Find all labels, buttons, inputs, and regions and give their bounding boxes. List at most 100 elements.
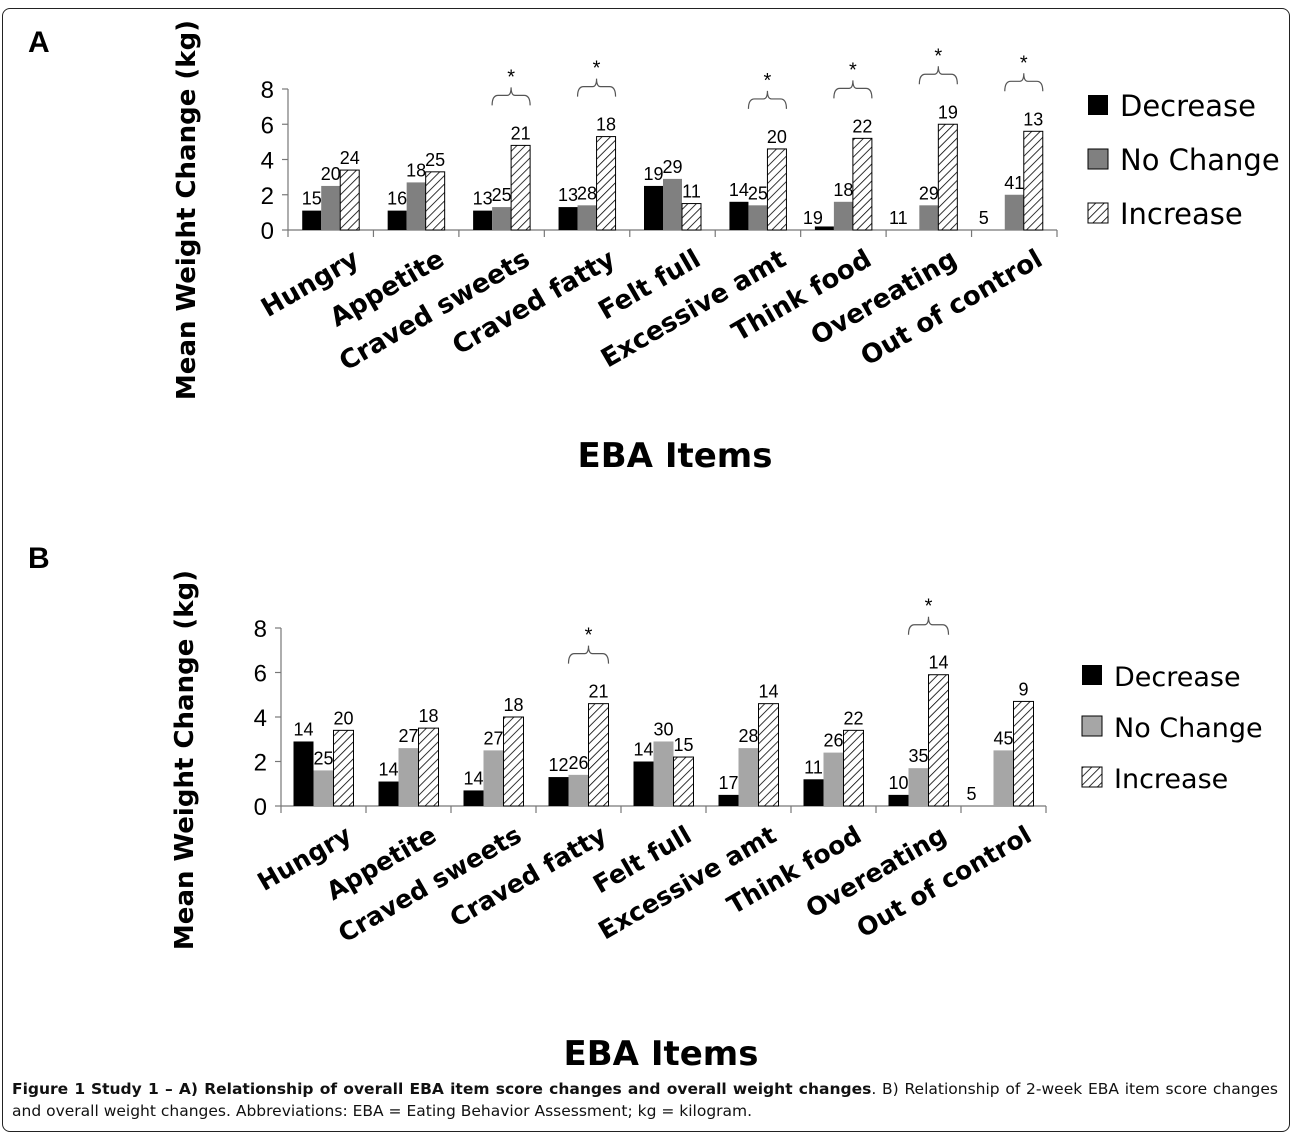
panel-b-legend-swatch-decrease bbox=[1082, 665, 1102, 685]
panel-b-data-label: 14 bbox=[463, 768, 483, 788]
panel-a-data-label: 14 bbox=[729, 180, 749, 200]
panel-a-no-change-bar-appetite bbox=[406, 182, 426, 230]
panel-b-decrease-bar-craved-sweets bbox=[463, 790, 484, 806]
panel-b-legend-label-decrease: Decrease bbox=[1114, 662, 1241, 693]
caption-title: Study 1 – A) Relationship of overall EBA… bbox=[90, 1080, 872, 1098]
panel-a-decrease-bar-craved-sweets bbox=[473, 210, 493, 230]
panel-b-legend-label-increase: Increase bbox=[1114, 764, 1228, 795]
panel-b-y-tick-label: 8 bbox=[254, 616, 267, 643]
panel-a-data-label: 20 bbox=[767, 127, 787, 147]
panel-a-data-label: 15 bbox=[302, 189, 322, 209]
panel-b-y-axis-label: Mean Weight Change (kg) bbox=[170, 570, 200, 950]
panel-b-data-label: 5 bbox=[966, 784, 976, 804]
panel-a-increase-bar-out-of-control bbox=[1023, 130, 1044, 231]
panel-b-data-label: 22 bbox=[843, 708, 863, 728]
panel-a-increase-bar-appetite bbox=[425, 171, 446, 231]
panel-b-decrease-bar-excessive-amt bbox=[718, 794, 739, 806]
panel-b-data-label: 15 bbox=[673, 735, 693, 755]
panel-a-increase-bar-hungry bbox=[339, 169, 360, 231]
panel-a-decrease-bar-appetite bbox=[387, 210, 407, 230]
panel-b-significance-bracket bbox=[907, 616, 950, 635]
panel-a-letter: A bbox=[28, 26, 50, 59]
panel-b-no-change-bar-felt-full bbox=[653, 741, 674, 806]
panel-b-decrease-bar-appetite bbox=[378, 781, 399, 806]
panel-b-data-label: 14 bbox=[293, 719, 313, 739]
panel-a-data-label: 29 bbox=[919, 183, 939, 203]
panel-b-y-tick-label: 0 bbox=[254, 794, 267, 821]
panel-b-x-axis-label: EBA Items bbox=[564, 1034, 759, 1074]
panel-b-decrease-bar-felt-full bbox=[633, 761, 654, 806]
panel-b-no-change-bar-excessive-amt bbox=[738, 748, 759, 806]
panel-b-data-label: 14 bbox=[378, 760, 398, 780]
panel-a-legend-label-increase: Increase bbox=[1120, 197, 1243, 231]
panel-a-significance-bracket bbox=[491, 87, 531, 106]
panel-b-no-change-bar-craved-sweets bbox=[483, 750, 504, 806]
panel-a-significance-bracket bbox=[576, 78, 617, 97]
panel-b-legend-label-no-change: No Change bbox=[1114, 713, 1263, 744]
panel-a-increase-bar-excessive-amt bbox=[766, 148, 787, 231]
panel-b-data-label: 27 bbox=[398, 726, 418, 746]
panel-a-legend-swatch-increase bbox=[1087, 202, 1109, 224]
panel-b-data-label: 14 bbox=[758, 682, 778, 702]
panel-a-data-label: 18 bbox=[406, 160, 426, 180]
panel-a-y-tick-label: 8 bbox=[261, 77, 274, 104]
panel-a-data-label: 25 bbox=[748, 183, 768, 203]
panel-b-data-label: 14 bbox=[633, 740, 653, 760]
panel-a-legend-label-decrease: Decrease bbox=[1120, 89, 1256, 123]
panel-b-y-tick-label: 2 bbox=[254, 750, 267, 777]
panel-a-no-change-bar-out-of-control bbox=[1004, 194, 1024, 230]
caption-text: . B) Relationship of 2-week EBA item sco… bbox=[12, 1080, 1278, 1120]
panel-a-data-label: 18 bbox=[833, 180, 853, 200]
panel-a-decrease-bar-excessive-amt bbox=[729, 201, 749, 230]
panel-b-increase-bar-craved-sweets bbox=[503, 716, 524, 807]
panel-b-y-tick-label: 6 bbox=[254, 661, 267, 688]
panel-b-y-tick-label: 4 bbox=[254, 705, 267, 732]
panel-a-data-label: 22 bbox=[852, 116, 872, 136]
panel-a-increase-bar-craved-fatty bbox=[596, 136, 617, 231]
panel-b-significance-star: * bbox=[585, 625, 593, 647]
panel-a-data-label: 18 bbox=[596, 115, 616, 135]
panel-a-data-label: 21 bbox=[511, 123, 531, 143]
panel-a-data-label: 5 bbox=[979, 208, 989, 228]
panel-b-no-change-bar-out-of-control bbox=[993, 750, 1014, 806]
panel-b-decrease-bar-think-food bbox=[803, 779, 824, 806]
panel-a-data-label: 41 bbox=[1004, 173, 1024, 193]
panel-b-data-label: 26 bbox=[823, 731, 843, 751]
panel-b-no-change-bar-hungry bbox=[313, 770, 334, 806]
panel-b-decrease-bar-overeating bbox=[888, 794, 909, 806]
panel-a-y-tick-label: 2 bbox=[261, 183, 274, 210]
panel-b-legend-swatch-no-change bbox=[1081, 715, 1103, 737]
panel-b-increase-bar-appetite bbox=[418, 727, 439, 807]
panel-a-data-label: 24 bbox=[340, 148, 360, 168]
panel-a-no-change-bar-felt-full bbox=[663, 178, 682, 230]
panel-a-increase-bar-felt-full bbox=[681, 203, 702, 231]
panel-a-no-change-bar-craved-fatty bbox=[577, 205, 597, 230]
panel-a-data-label: 13 bbox=[558, 185, 578, 205]
panel-a-data-label: 19 bbox=[803, 208, 823, 228]
panel-b-data-label: 12 bbox=[548, 755, 568, 775]
panel-a-increase-bar-craved-sweets bbox=[510, 144, 531, 231]
panel-a-increase-bar-think-food bbox=[852, 137, 873, 231]
panel-a-decrease-bar-think-food bbox=[814, 226, 834, 230]
panel-b-data-label: 26 bbox=[568, 753, 588, 773]
panel-b-data-label: 35 bbox=[908, 746, 928, 766]
panel-a-legend-swatch-no-change bbox=[1087, 148, 1109, 170]
panel-b: B02468142520Hungry142718Appetite142718Cr… bbox=[28, 542, 1263, 1074]
panel-a-data-label: 19 bbox=[643, 164, 663, 184]
panel-a-decrease-bar-hungry bbox=[302, 210, 322, 230]
panel-a-data-label: 25 bbox=[492, 185, 512, 205]
panel-b-decrease-bar-hungry bbox=[293, 741, 314, 806]
panel-a-no-change-bar-hungry bbox=[321, 185, 341, 230]
panel-a-data-label: 28 bbox=[577, 183, 597, 203]
panel-a-significance-bracket bbox=[833, 80, 873, 99]
panel-b-increase-bar-hungry bbox=[333, 729, 354, 807]
panel-b-legend-swatch-increase bbox=[1081, 766, 1103, 788]
panel-b-data-label: 45 bbox=[993, 728, 1013, 748]
panel-a-significance-star: * bbox=[1020, 52, 1028, 74]
panel-a-data-label: 13 bbox=[473, 189, 493, 209]
panel-b-data-label: 10 bbox=[888, 773, 908, 793]
panel-b-data-label: 14 bbox=[928, 653, 948, 673]
panel-a-no-change-bar-craved-sweets bbox=[492, 207, 512, 230]
panel-b-no-change-bar-appetite bbox=[398, 748, 419, 806]
